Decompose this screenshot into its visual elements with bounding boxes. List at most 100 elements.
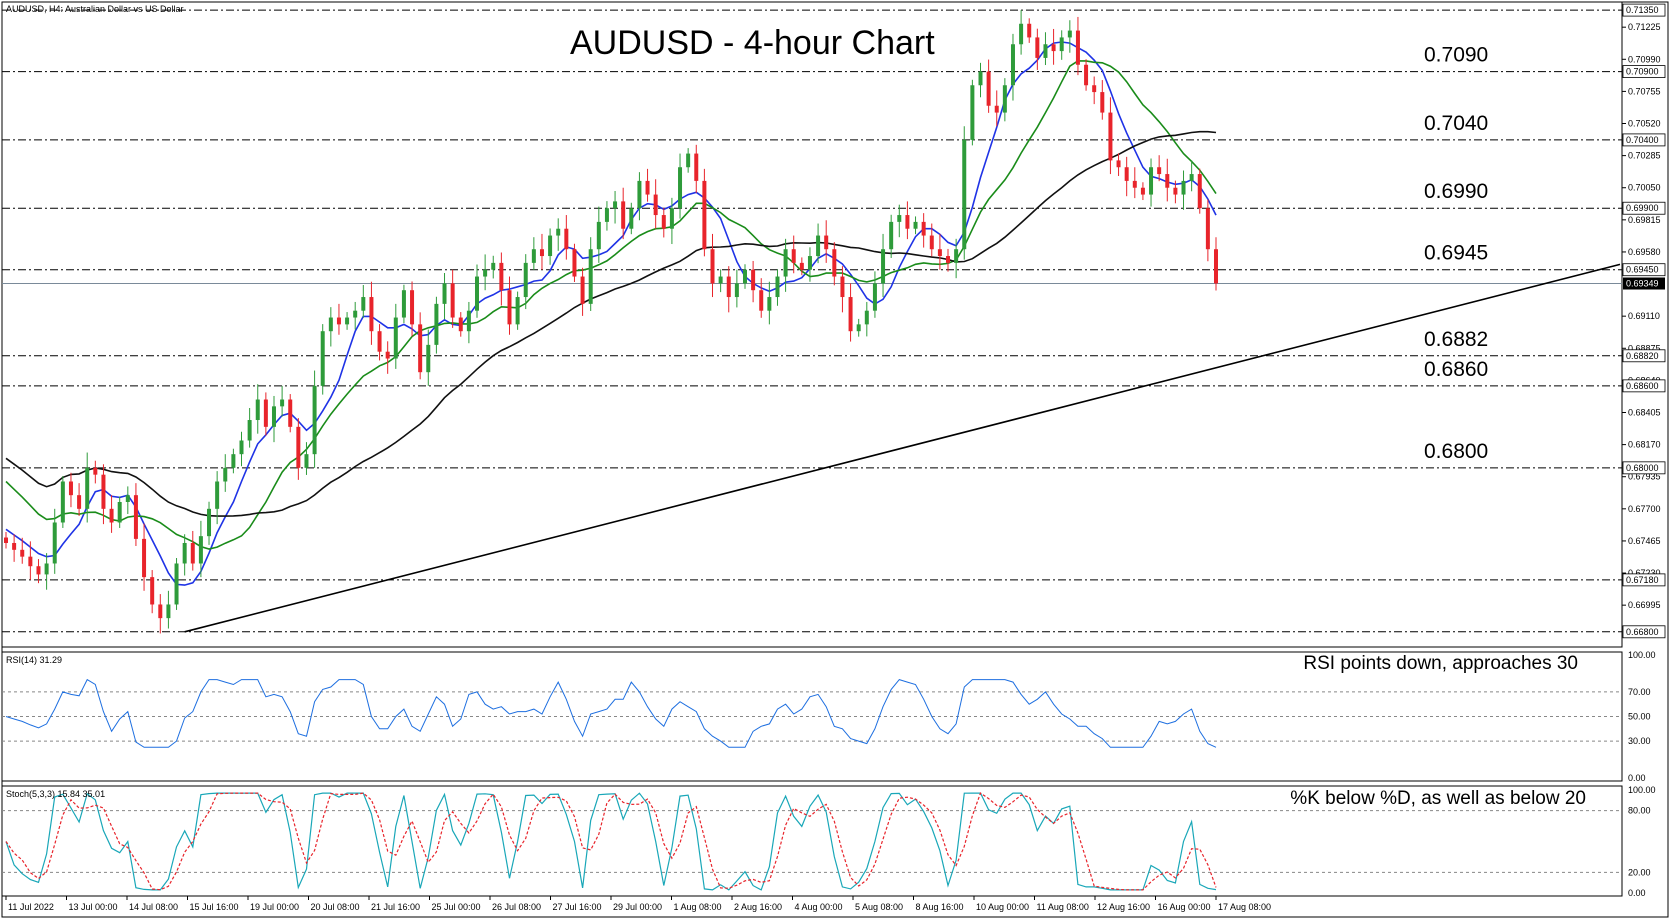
axis-tick-label-11: 0.68405 xyxy=(1628,407,1661,417)
candle-body-79 xyxy=(645,180,650,195)
candle-body-110 xyxy=(897,215,902,222)
axis-tick-label-5: 0.70050 xyxy=(1628,183,1661,193)
candle-body-77 xyxy=(629,208,634,229)
axis-level-tag-9 xyxy=(1622,625,1666,639)
axis-tick-label-0: 0.71225 xyxy=(1628,22,1661,32)
candle-body-128 xyxy=(1043,44,1048,58)
candle-body-73 xyxy=(596,221,601,250)
price-axis: 0.71225 0.70990 0.70755 0.70520 0.70285 0.700… xyxy=(1622,3,1666,639)
time-label-12: 2 Aug 16:00 xyxy=(734,902,782,912)
candle-body-57 xyxy=(466,310,471,332)
candle-body-72 xyxy=(588,249,593,304)
candle-body-132 xyxy=(1075,30,1080,65)
candle-body-134 xyxy=(1092,85,1097,93)
candle-body-50 xyxy=(410,290,415,325)
axis-tick-label-3: 0.70520 xyxy=(1628,119,1661,129)
candle-body-16 xyxy=(133,495,138,539)
candle-body-143 xyxy=(1165,174,1170,188)
candle-body-53 xyxy=(434,303,439,345)
level-label-6: 0.6860 xyxy=(1424,358,1488,381)
candle-body-0 xyxy=(4,537,8,543)
candle-body-37 xyxy=(304,454,309,468)
level-label-3: 0.6990 xyxy=(1424,180,1488,203)
candle-body-41 xyxy=(336,317,341,325)
level-label-4: 0.6945 xyxy=(1424,242,1488,265)
time-label-1: 13 Jul 00:00 xyxy=(69,902,118,912)
axis-level-tag-text-6: 0.68600 xyxy=(1626,381,1659,391)
candle-body-118 xyxy=(962,139,967,250)
candle-body-69 xyxy=(564,228,569,250)
ascending-trendline xyxy=(184,263,1621,633)
time-label-15: 8 Aug 16:00 xyxy=(916,902,964,912)
candle-body-88 xyxy=(718,276,723,284)
candle-body-38 xyxy=(312,385,317,455)
candle-body-9 xyxy=(77,495,82,509)
candle-body-21 xyxy=(174,563,179,605)
candle-body-107 xyxy=(872,283,877,311)
candle-body-119 xyxy=(970,85,975,140)
candle-body-125 xyxy=(1019,23,1024,45)
candle-body-115 xyxy=(937,249,942,257)
candle-body-123 xyxy=(1002,85,1007,113)
candle-body-86 xyxy=(702,180,707,250)
axis-level-tag-6 xyxy=(1622,379,1666,393)
candle-body-102 xyxy=(832,249,837,277)
candle-body-71 xyxy=(580,276,585,304)
candle-body-65 xyxy=(531,249,536,263)
candle-body-70 xyxy=(572,249,577,277)
axis-level-tag-4 xyxy=(1622,263,1666,277)
axis-tick-label-8: 0.69110 xyxy=(1628,311,1660,321)
candle-body-6 xyxy=(52,522,57,564)
candle-body-147 xyxy=(1197,174,1202,209)
level-label-2: 0.7040 xyxy=(1424,112,1488,135)
stoch-tick-2: 20.00 xyxy=(1628,867,1651,877)
candle-body-68 xyxy=(556,228,561,236)
candle-body-124 xyxy=(1010,44,1015,86)
candle-body-108 xyxy=(881,249,886,284)
candle-body-89 xyxy=(726,276,731,298)
candle-body-67 xyxy=(548,235,553,257)
candle-body-46 xyxy=(377,331,382,352)
candle-body-75 xyxy=(613,201,618,209)
candle-body-139 xyxy=(1132,180,1137,188)
axis-level-tag-text-2: 0.70400 xyxy=(1626,135,1659,145)
candle-body-55 xyxy=(450,283,455,318)
stoch-tick-1: 80.00 xyxy=(1628,806,1651,816)
time-label-7: 25 Jul 00:00 xyxy=(432,902,481,912)
candle-body-109 xyxy=(889,221,894,250)
time-label-19: 16 Aug 00:00 xyxy=(1158,902,1211,912)
candle-body-3 xyxy=(28,556,33,567)
candle-body-131 xyxy=(1067,30,1072,38)
axis-tick-label-16: 0.67230 xyxy=(1628,568,1661,578)
candle-body-47 xyxy=(385,351,390,359)
candle-body-1 xyxy=(12,542,17,550)
rsi-tick-3: 30.00 xyxy=(1628,736,1651,746)
candle-body-82 xyxy=(669,208,674,229)
axis-level-tag-3 xyxy=(1622,201,1666,215)
candle-body-33 xyxy=(271,406,276,427)
candle-body-101 xyxy=(824,235,829,250)
candle-body-133 xyxy=(1084,64,1089,86)
candle-body-84 xyxy=(686,153,691,168)
chart-title: AUDUSD - 4-hour Chart xyxy=(570,24,935,62)
axis-level-tag-8 xyxy=(1622,573,1666,587)
trendline-layer xyxy=(184,263,1621,633)
candle-body-26 xyxy=(215,481,220,509)
rsi-tick-1: 70.00 xyxy=(1628,687,1651,697)
candle-body-44 xyxy=(361,297,366,311)
axis-tick-label-9: 0.68875 xyxy=(1628,343,1661,353)
axis-tick-label-12: 0.68170 xyxy=(1628,440,1661,450)
axis-level-tag-1 xyxy=(1622,65,1666,78)
candle-body-106 xyxy=(864,310,869,325)
axis-level-tag-text-7: 0.68000 xyxy=(1626,463,1659,473)
axis-level-tag-text-3: 0.69900 xyxy=(1626,203,1659,213)
candle-body-54 xyxy=(442,283,447,304)
stoch-label: Stoch(5,3,3) 15.84 35.01 xyxy=(6,789,105,799)
candle-body-80 xyxy=(653,194,658,216)
axis-tick-label-17: 0.66995 xyxy=(1628,600,1661,610)
candle-body-52 xyxy=(426,344,431,373)
time-label-4: 19 Jul 00:00 xyxy=(250,902,299,912)
candle-body-12 xyxy=(101,474,106,509)
rsi-tick-4: 0.00 xyxy=(1628,773,1646,783)
